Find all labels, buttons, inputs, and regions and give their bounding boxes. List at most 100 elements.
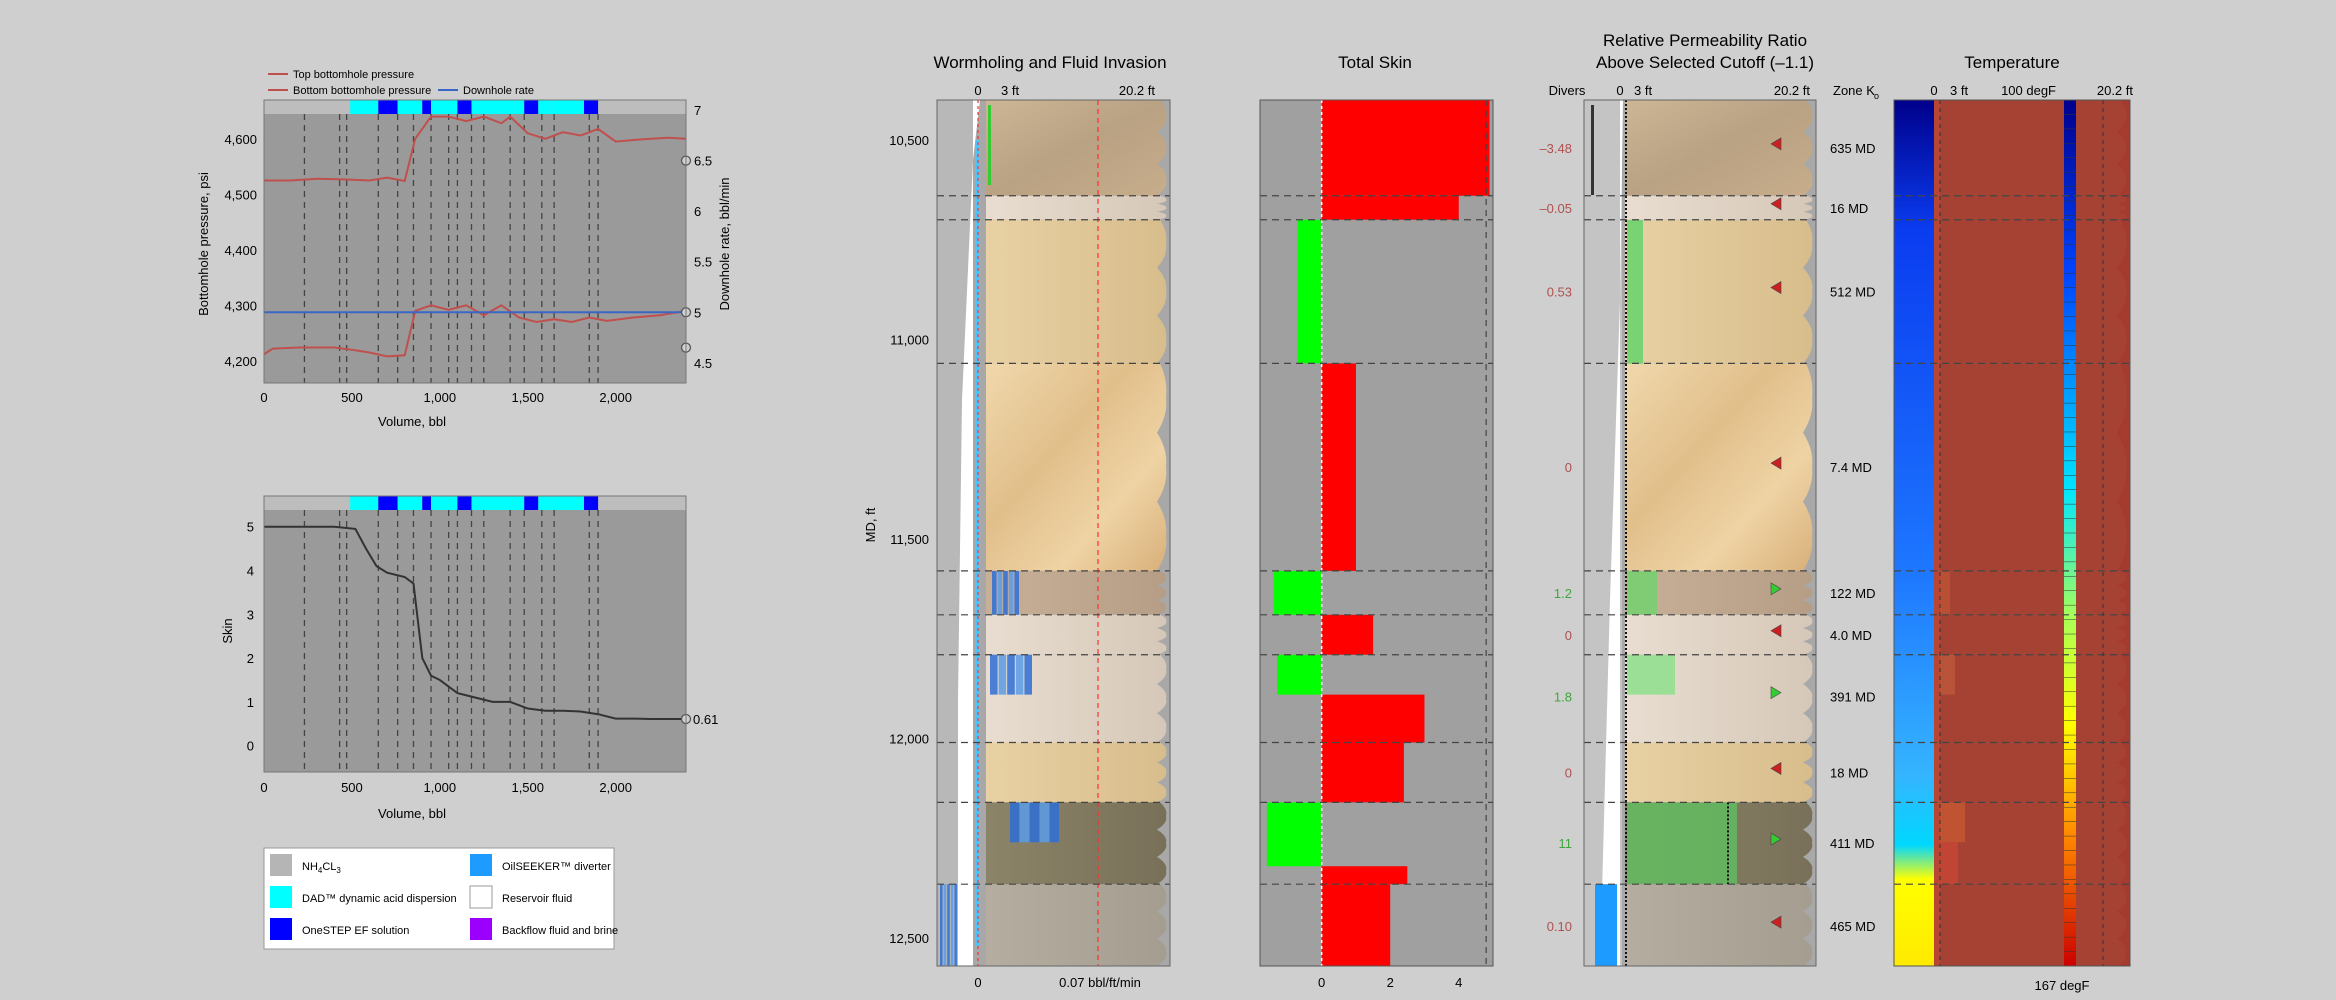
fluid-bar-segment (471, 496, 525, 510)
y2-tick-label: 5 (694, 305, 701, 320)
wormholing-title: Wormholing and Fluid Invasion (933, 53, 1166, 72)
legend-swatch-dad (270, 886, 292, 908)
loss-triangle (1770, 915, 1782, 929)
zone-k-label: 122 MD (1830, 586, 1876, 601)
invasion-block (1024, 654, 1032, 695)
invasion-block (997, 570, 1003, 615)
fluid-bar-segment (584, 496, 599, 510)
fluid-bar-segment (350, 100, 379, 114)
wormholing-rock-zone (986, 614, 1167, 655)
invasion-block (943, 884, 947, 966)
wormholing-rock-zone (986, 100, 1167, 196)
series-line-1 (263, 304, 687, 358)
fluid-bar-segment (584, 100, 599, 114)
invasion-block (1030, 802, 1039, 843)
zone-k-label: 18 MD (1830, 765, 1868, 780)
depth-tick-label: 11,000 (890, 332, 929, 347)
x-tick-label: 0 (260, 780, 267, 795)
invasion-block (947, 884, 950, 966)
track-top-label: 20.2 ft (1119, 83, 1156, 98)
pressure-series (263, 115, 692, 358)
perm-block (1627, 570, 1657, 615)
relperm-rock-zone (1625, 100, 1813, 196)
zone-k-label: 512 MD (1830, 285, 1876, 300)
pressure-axes: 0 500 1,000 1,500 2,000 4,200 4,300 4,400 4,500 4… (224, 99, 712, 405)
zone-k-label: 391 MD (1830, 690, 1876, 705)
legend-label: Reservoir fluid (502, 893, 572, 905)
pressure-ylabel: Bottomhole pressure, psi (196, 172, 211, 316)
fluid-bar-segment (552, 100, 585, 114)
legend-swatch-nh4cl (270, 854, 292, 876)
pressure-plot-area (264, 100, 686, 383)
pressure-chart: Top bottomhole pressure Bottom bottomhole… (196, 69, 732, 429)
skin-chart: 0 500 1,000 1,500 2,000 0 1 2 3 4 5 Volume, bbl Sk… (220, 495, 718, 821)
zone-k-label: 16 MD (1830, 201, 1868, 216)
legend-label-part: 3 (336, 866, 341, 875)
wellbore-temperature (1894, 100, 1934, 966)
wormholing-track: Wormholing and Fluid Invasion MD, ft 0 3 … (863, 53, 1171, 990)
x-tick-label: 2,000 (599, 390, 632, 405)
skin-bar (1266, 802, 1322, 867)
fluid-bar-segment (524, 100, 539, 114)
y-tick-label: 0 (247, 739, 254, 754)
x-tick-label: 500 (341, 780, 363, 795)
relperm-rock-zone (1625, 742, 1813, 803)
track-frame (1259, 99, 1494, 967)
depth-tick-label: 11,500 (890, 532, 929, 547)
y-tick-label: 3 (247, 607, 254, 622)
y2-tick-label: 6 (694, 204, 701, 219)
fluid-bar-segment (397, 100, 423, 114)
rel-perm-title: Relative Permeability Ratio (1603, 31, 1807, 50)
invasion-block (998, 654, 1007, 695)
x-tick-label: 2,000 (599, 780, 632, 795)
formation-temperature-zone (1934, 219, 2127, 364)
relperm-rock-zone (1625, 219, 1813, 364)
x-tick-label: 500 (341, 390, 363, 405)
fluid-bar-segment (431, 496, 458, 510)
skin-x-tick-label: 4 (1455, 975, 1462, 990)
total-skin-track: Total Skin 0 2 4 (1259, 53, 1494, 990)
series-line-0 (264, 115, 687, 183)
invasion-block (954, 884, 957, 966)
track-frame (1583, 99, 1817, 967)
y-tick-label: 4 (247, 563, 254, 578)
loss-triangle (1770, 137, 1782, 151)
temperature-top-label: 0 (1930, 83, 1937, 98)
legend-swatch-backflow (470, 918, 492, 940)
wormholing-rock-zone (986, 570, 1167, 615)
temperature-track: Temperature 167 degF 0 3 ft 100 degF 20.2 f… (1893, 53, 2133, 993)
fluid-bar-segment (538, 100, 553, 114)
fluid-bar-segment (524, 496, 539, 510)
skin-bar (1321, 866, 1408, 885)
invasion-block (990, 654, 998, 695)
fluid-bar-segment (422, 100, 432, 114)
x-tick-label: 1,500 (511, 780, 544, 795)
rel-perm-header-label: Zone K (1833, 83, 1875, 98)
perm-ratio-label: 0 (1565, 628, 1572, 643)
invasion-block (1003, 570, 1008, 615)
relperm-rock-zone (1625, 570, 1813, 615)
fluid-bar-segment (431, 100, 458, 114)
loss-triangle (1770, 456, 1782, 470)
wormholing-rock-zone (986, 195, 1167, 220)
zone-k-label: 7.4 MD (1830, 460, 1872, 475)
skin-end-label: 0.61 (693, 712, 718, 727)
skin-bar (1321, 363, 1356, 571)
legend-label: Backflow fluid and brine (502, 925, 618, 937)
fluid-bar-segment (538, 496, 553, 510)
wellbore-profile (958, 100, 980, 966)
loss-triangle (1770, 624, 1782, 638)
rate-ylabel: Downhole rate, bbl/min (717, 178, 732, 311)
x-tick-label: 0 (260, 390, 267, 405)
track-bottom-label: 0.07 bbl/ft/min (1059, 975, 1141, 990)
fluid-bar-segment (397, 496, 423, 510)
zone-k-label: 465 MD (1830, 919, 1876, 934)
y-tick-label: 5 (247, 520, 254, 535)
y2-tick-label: 6.5 (694, 154, 712, 169)
legend-entry: Bottom bottomhole pressure (293, 85, 431, 97)
formation-temperature-zone (1934, 195, 2127, 220)
skin-bar (1321, 195, 1459, 220)
legend-swatch-reservoir (469, 885, 493, 909)
y-tick-label: 4,300 (224, 298, 257, 313)
invasion-block (1008, 570, 1014, 615)
